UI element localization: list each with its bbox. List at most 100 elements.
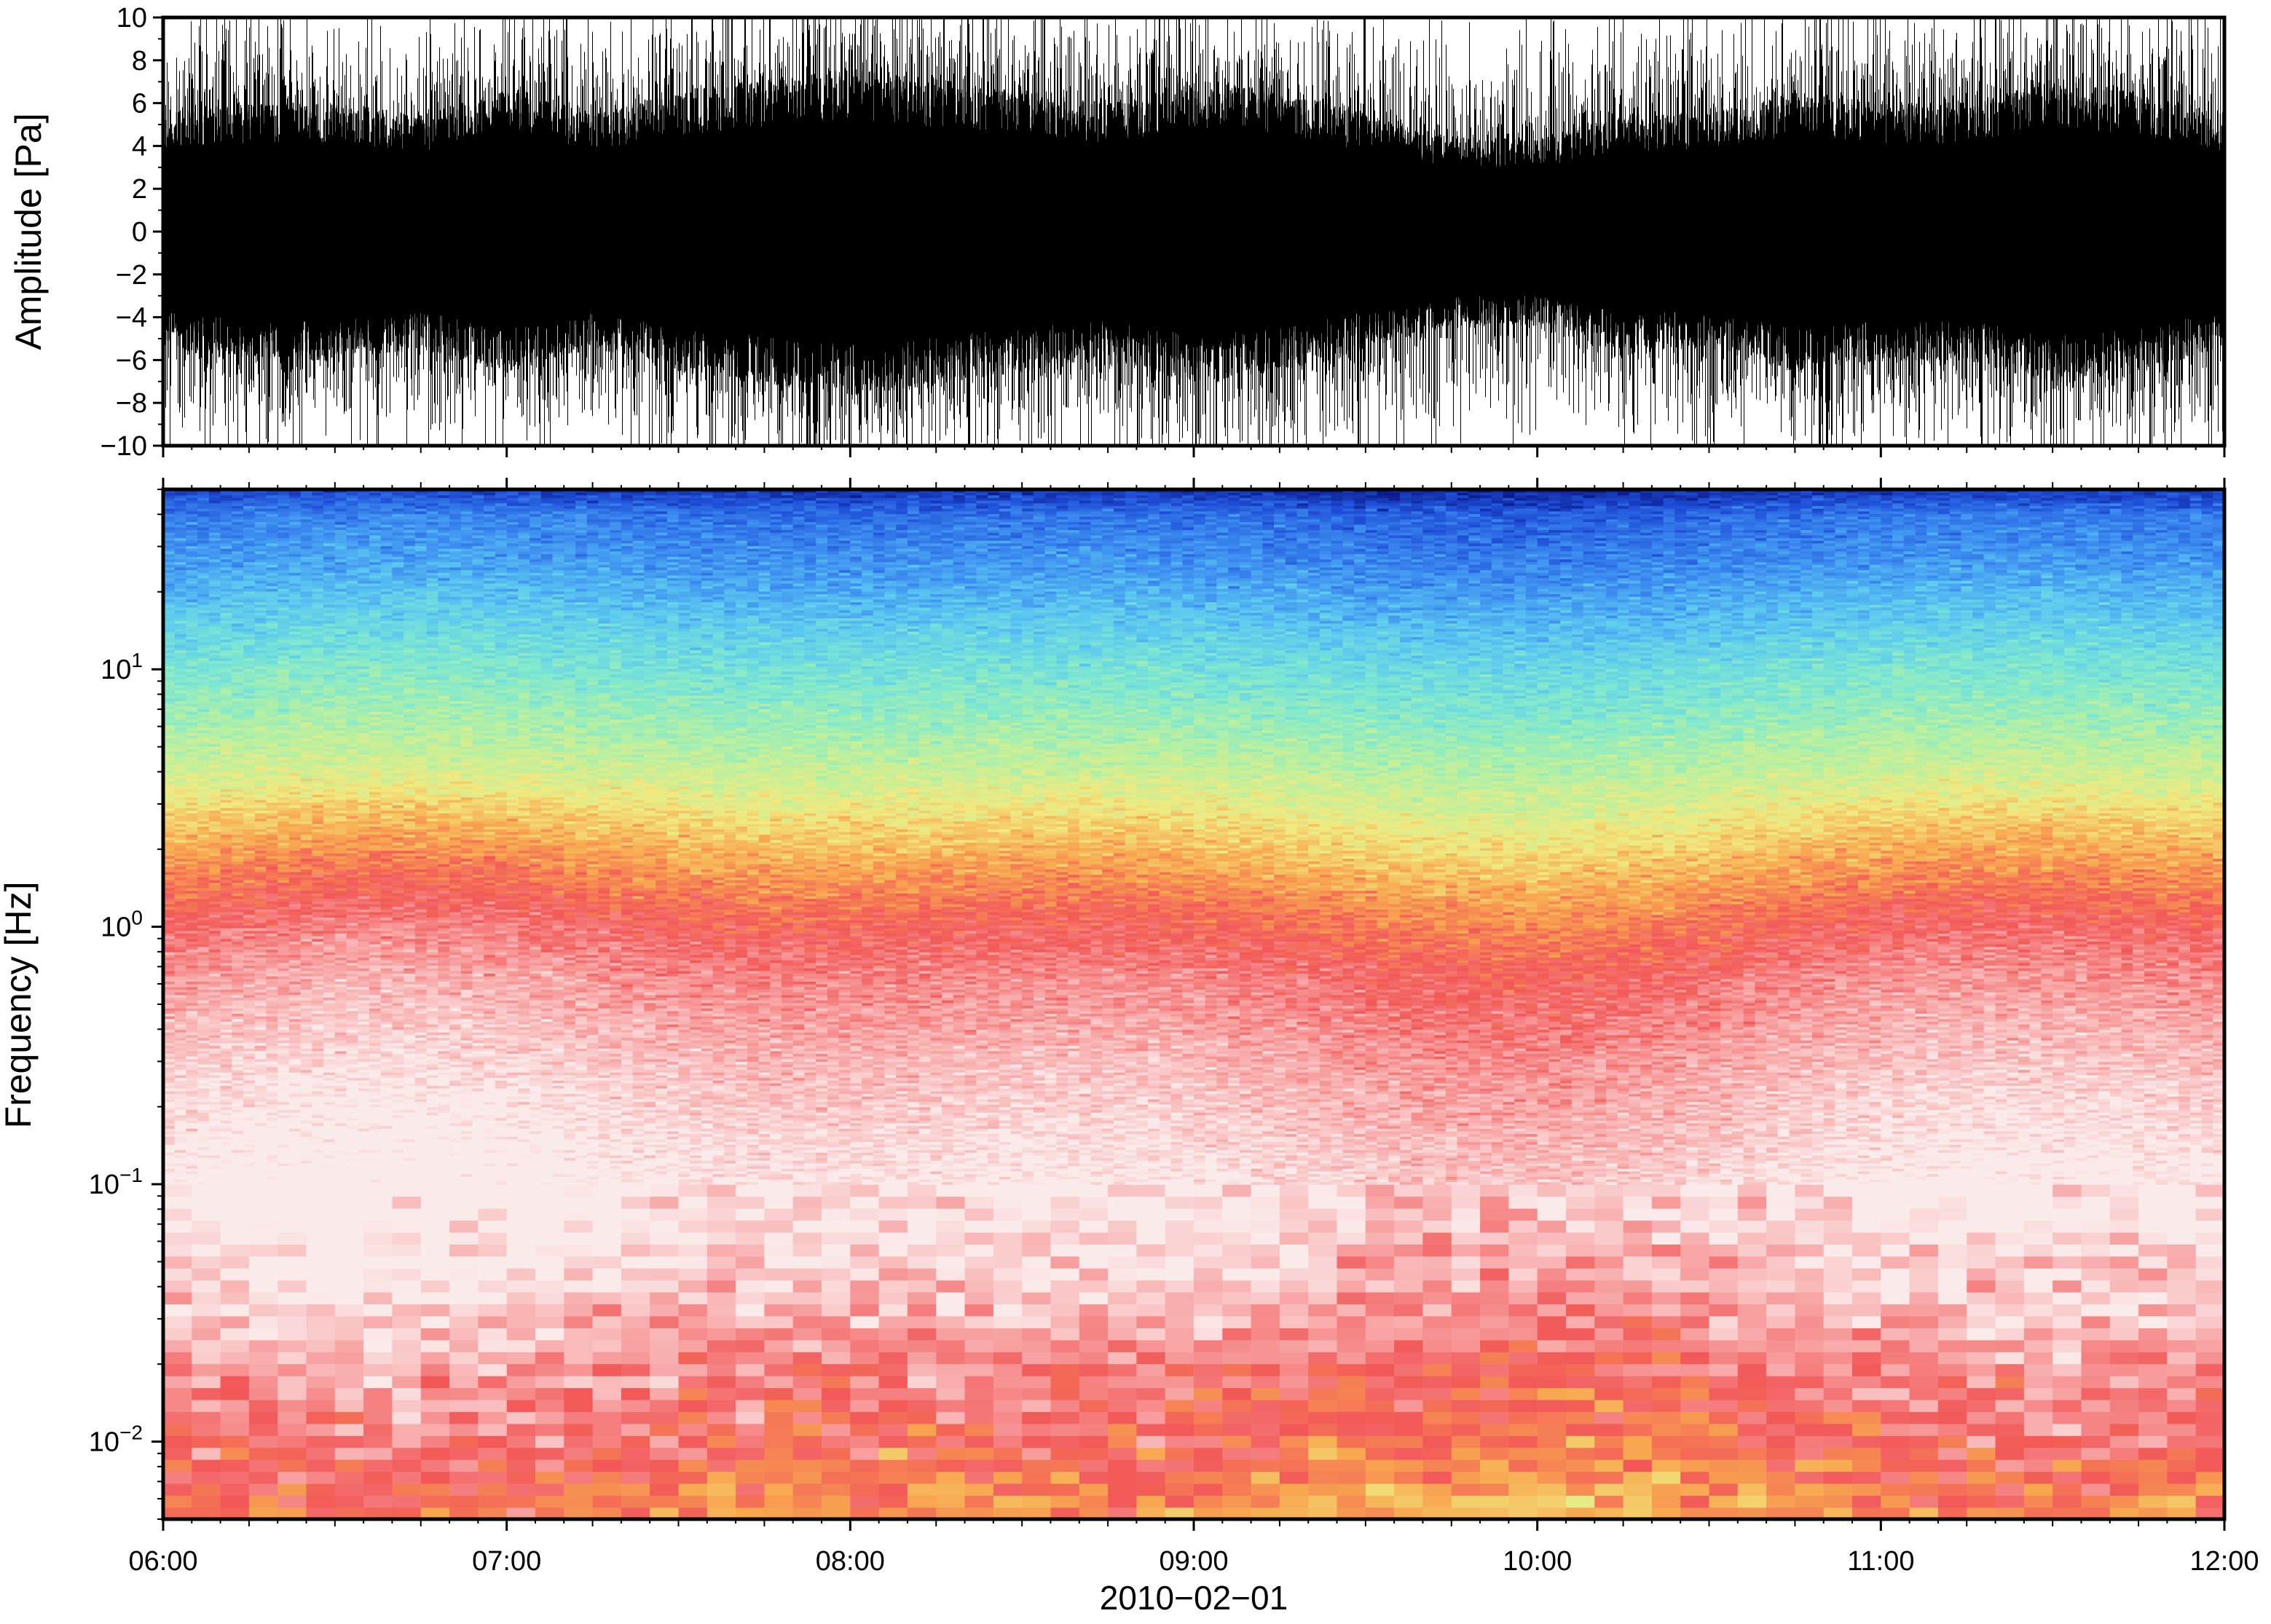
spectrogram-cell	[2024, 1316, 2053, 1328]
spectrogram-cell	[1508, 1316, 1538, 1328]
spectrogram-cell	[621, 1400, 650, 1412]
spectrogram-cell	[335, 1352, 364, 1364]
spectrogram-cell	[1910, 1483, 1939, 1496]
spectrogram-cell	[1967, 1208, 1996, 1221]
spectrogram-cell	[192, 1376, 221, 1388]
spectrogram-cell	[879, 1197, 908, 1209]
spectrogram-cell	[1422, 1435, 1452, 1448]
spectrogram-cell	[335, 1232, 364, 1245]
spectrogram-cell	[2110, 1424, 2139, 1436]
spectrogram-cell	[1566, 1304, 1595, 1316]
spectrogram-cell	[1623, 1256, 1653, 1269]
spectrogram-cell	[908, 1340, 937, 1352]
spectrogram-cell	[2196, 1483, 2225, 1496]
spectrogram-cell	[1766, 1197, 1795, 1209]
spectrogram-cell	[1538, 1435, 1567, 1448]
spectrogram-cell	[1938, 1483, 1967, 1496]
spectrogram-cell	[822, 1447, 851, 1459]
spectrogram-cell	[1165, 1459, 1194, 1472]
spectrogram-cell	[478, 1400, 507, 1412]
spectrogram-cell	[2052, 1376, 2082, 1388]
spectrogram-cell	[507, 1328, 536, 1340]
spectrogram-cell	[249, 1447, 278, 1459]
spectrogram-cell	[507, 1424, 536, 1436]
spectrogram-cell	[1165, 1424, 1194, 1436]
spectrogram-cell	[2110, 1256, 2139, 1269]
spectrogram-cell	[850, 1316, 879, 1328]
spectrogram-cell	[2110, 1208, 2139, 1221]
spectrogram-cell	[1566, 1244, 1595, 1256]
spectrogram-cell	[1623, 1459, 1653, 1472]
spectrogram-cell	[593, 1256, 622, 1269]
spectrogram-cell	[1165, 1400, 1194, 1412]
spectrogram-cell	[1881, 1328, 1910, 1340]
spectrogram-cell	[1422, 1400, 1452, 1412]
spectrogram-cell	[1938, 1208, 1967, 1221]
spectrogram-cell	[2082, 1208, 2111, 1221]
spectrogram-cell	[1280, 1495, 1309, 1507]
spectrogram-cell	[1938, 1411, 1967, 1424]
spectrogram-cell	[1652, 1400, 1681, 1412]
spectrogram-cell	[1738, 1352, 1767, 1364]
spectrogram-cell	[707, 1316, 736, 1328]
spectrogram-cell	[736, 1208, 765, 1221]
spectrogram-cell	[1251, 1220, 1280, 1232]
spectrogram-cell	[1623, 1411, 1653, 1424]
spectrogram-cell	[449, 1184, 479, 1197]
spectrogram-cell	[793, 1483, 822, 1496]
spectrogram-cell	[1795, 1400, 1824, 1412]
spectrogram-cell	[1280, 1208, 1309, 1221]
spectrogram-cell	[764, 1483, 793, 1496]
spectrogram-cell	[1738, 1292, 1767, 1304]
spectrogram-cell	[1422, 1495, 1452, 1507]
spectrogram-cell	[2110, 1364, 2139, 1376]
spectrogram-cell	[1938, 1435, 1967, 1448]
spectrogram-cell	[965, 1376, 994, 1388]
spectrogram-cell	[879, 1256, 908, 1269]
spectrogram-cell	[879, 1232, 908, 1245]
spectrogram-cell	[908, 1447, 937, 1459]
spectrogram-cell	[736, 1376, 765, 1388]
spectrogram-cell	[1566, 1232, 1595, 1245]
spectrogram-cell	[593, 1184, 622, 1197]
spectrogram-cell	[965, 1435, 994, 1448]
spectrogram-cell	[2082, 1471, 2111, 1483]
spectrogram-cell	[1594, 1483, 1623, 1496]
spectrogram-cell	[965, 1304, 994, 1316]
spectrogram-cell	[1594, 1328, 1623, 1340]
spectrogram-cell	[736, 1280, 765, 1293]
spectrogram-cell	[1337, 1364, 1366, 1376]
spectrogram-cell	[1967, 1471, 1996, 1483]
spectrogram-cell	[1452, 1220, 1481, 1232]
spectrogram-cell	[822, 1316, 851, 1328]
spectrogram-cell	[507, 1340, 536, 1352]
spectrogram-cell	[1623, 1232, 1653, 1245]
spectrogram-cell	[908, 1268, 937, 1280]
spectrogram-cell	[363, 1459, 393, 1472]
spectrogram-cell	[1652, 1387, 1681, 1400]
spectrogram-cell	[1394, 1280, 1423, 1293]
spectrogram-cell	[1680, 1352, 1709, 1364]
spectrogram-cell	[1508, 1471, 1538, 1483]
spectrogram-cell	[1452, 1376, 1481, 1388]
spectrogram-cell	[2082, 1328, 2111, 1340]
spectrogram-cell	[1766, 1459, 1795, 1472]
spectrogram-cell	[1251, 1424, 1280, 1436]
spectrogram-cell	[707, 1459, 736, 1472]
spectrogram-cell	[163, 1292, 192, 1304]
spectrogram-cell	[908, 1208, 937, 1221]
spectrogram-cell	[421, 1435, 450, 1448]
spectrogram-cell	[1709, 1387, 1739, 1400]
spectrogram-cell	[1480, 1197, 1509, 1209]
spectrogram-cell	[793, 1495, 822, 1507]
spectrogram-cell	[1136, 1495, 1165, 1507]
spectrogram-cell	[764, 1220, 793, 1232]
spectrogram-cell	[1280, 1328, 1309, 1340]
spectrogram-cell	[2052, 1424, 2082, 1436]
spectrogram-cell	[793, 1459, 822, 1472]
spectrogram-cell	[2196, 1340, 2225, 1352]
spectrogram-cell	[593, 1292, 622, 1304]
spectrogram-cell	[1795, 1495, 1824, 1507]
spectrogram-cell	[679, 1220, 708, 1232]
spectrogram-cell	[822, 1459, 851, 1472]
